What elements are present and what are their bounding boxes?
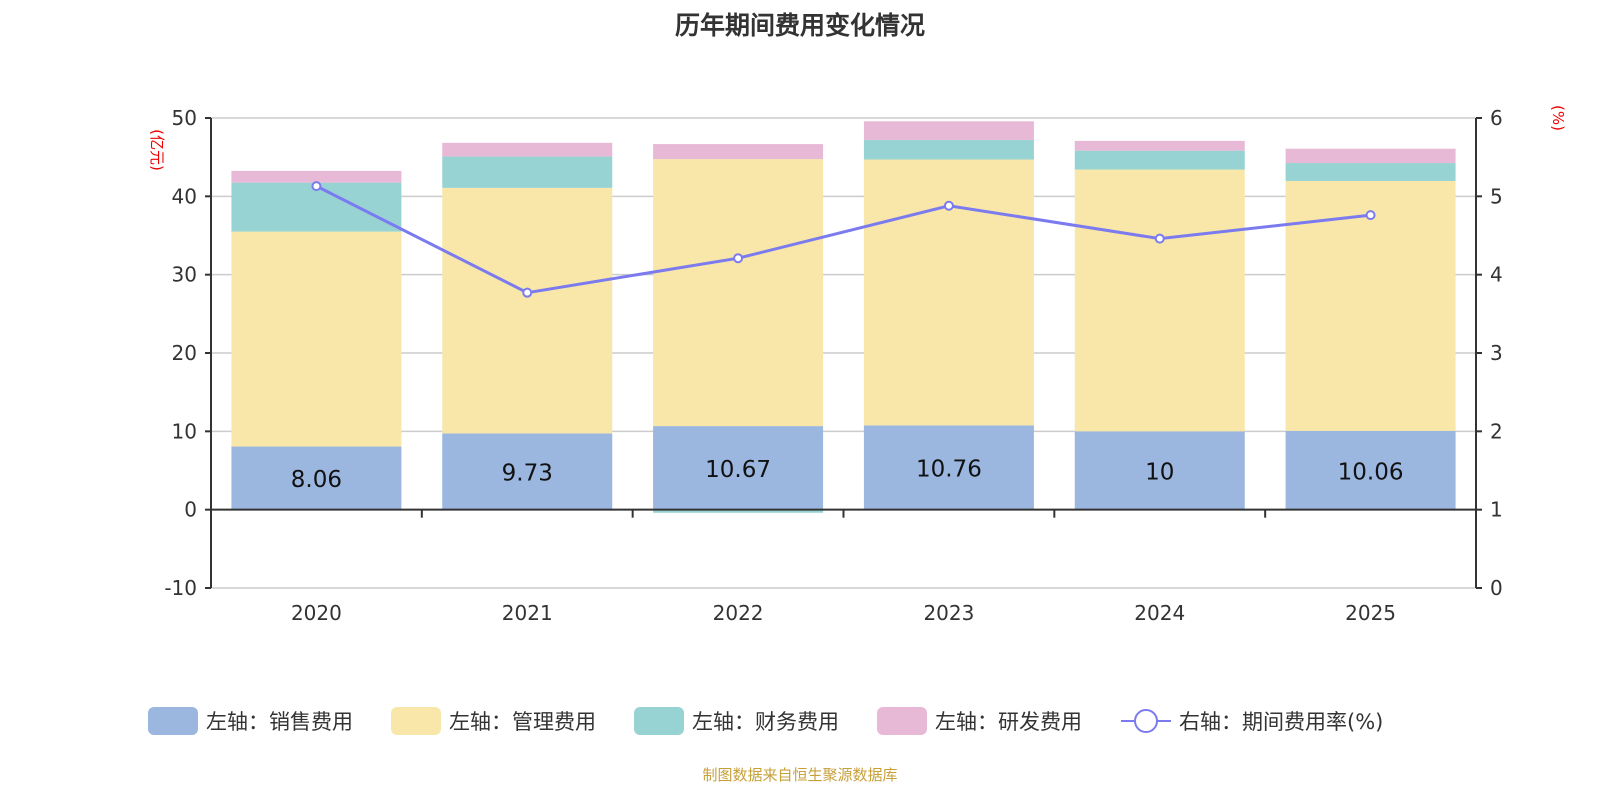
bar-segment-2021-2 (442, 156, 613, 188)
right-tick-label: 3 (1490, 341, 1503, 365)
bar-segment-2024-0 (1074, 431, 1245, 510)
right-tick-label: 0 (1490, 576, 1503, 600)
rate-point (311, 181, 322, 192)
bar-segment-2023-2 (863, 139, 1034, 160)
chart-title: 历年期间费用变化情况 (674, 11, 925, 40)
left-tick-label: -10 (164, 576, 197, 600)
rate-point (943, 200, 954, 211)
bar-segment-2024-3 (1074, 140, 1245, 151)
left-axis-unit: (亿元) (148, 129, 166, 171)
bar-data-label: 10.67 (705, 457, 771, 483)
right-tick-label: 1 (1490, 498, 1503, 522)
bar-segment-2024-1 (1074, 169, 1245, 432)
left-tick-label: 20 (172, 341, 197, 365)
bar-segment-2024-2 (1074, 150, 1245, 170)
legend-marker-icon (1134, 709, 1158, 733)
right-tick-label: 2 (1490, 419, 1503, 443)
bar-segment-2023-0 (863, 425, 1034, 510)
right-tick-label: 6 (1490, 106, 1503, 130)
bar-segment-2022-2 (653, 509, 824, 513)
left-tick-label: 0 (184, 498, 197, 522)
legend-label: 左轴：研发费用 (935, 710, 1082, 734)
x-tick-label: 2022 (713, 601, 764, 625)
bar-data-label: 9.73 (502, 461, 553, 487)
x-tick-label: 2025 (1345, 601, 1396, 625)
bar-data-label: 10 (1145, 460, 1174, 486)
data-source-note: 制图数据来自恒生聚源数据库 (702, 766, 898, 784)
x-tick-label: 2021 (502, 601, 553, 625)
right-tick-label: 5 (1490, 184, 1503, 208)
bar-segment-2025-2 (1285, 163, 1456, 181)
left-tick-label: 50 (172, 106, 197, 130)
rate-point (733, 253, 744, 264)
bar-segment-2020-3 (231, 170, 402, 183)
legend-swatch (148, 707, 198, 735)
bar-segment-2021-1 (442, 187, 613, 434)
legend-label: 右轴：期间费用率(%) (1179, 710, 1383, 734)
bar-segment-2025-3 (1285, 148, 1456, 164)
bar-segment-2022-0 (653, 426, 824, 510)
x-tick-label: 2023 (923, 601, 974, 625)
legend-swatch (634, 707, 684, 735)
bar-data-label: 10.76 (916, 457, 982, 483)
bar-segment-2023-1 (863, 159, 1034, 426)
bar-segment-2020-1 (231, 231, 402, 447)
rate-point (1154, 233, 1165, 244)
bar-segment-2025-0 (1285, 430, 1456, 510)
bar-segment-2022-3 (653, 144, 824, 160)
rate-point (1365, 210, 1376, 221)
legend-label: 左轴：管理费用 (449, 710, 596, 734)
legend-label: 左轴：财务费用 (692, 710, 839, 734)
right-axis-unit: (%) (1549, 105, 1567, 131)
legend-swatch (877, 707, 927, 735)
bar-segment-2021-3 (442, 142, 613, 157)
legend-label: 左轴：销售费用 (206, 710, 353, 734)
bar-segment-2023-3 (863, 121, 1034, 140)
rate-point (522, 287, 533, 298)
left-tick-label: 40 (172, 184, 197, 208)
bar-segment-2022-1 (653, 159, 824, 427)
bar-data-label: 10.06 (1338, 459, 1404, 485)
left-tick-label: 30 (172, 263, 197, 287)
bar-data-label: 8.06 (291, 467, 342, 493)
legend-swatch (391, 707, 441, 735)
x-tick-label: 2024 (1134, 601, 1185, 625)
x-tick-label: 2020 (291, 601, 342, 625)
right-tick-label: 4 (1490, 263, 1503, 287)
bar-segment-2020-0 (231, 446, 402, 510)
rate-line (315, 184, 1371, 295)
bar-segment-2021-0 (442, 433, 613, 510)
left-tick-label: 10 (172, 419, 197, 443)
